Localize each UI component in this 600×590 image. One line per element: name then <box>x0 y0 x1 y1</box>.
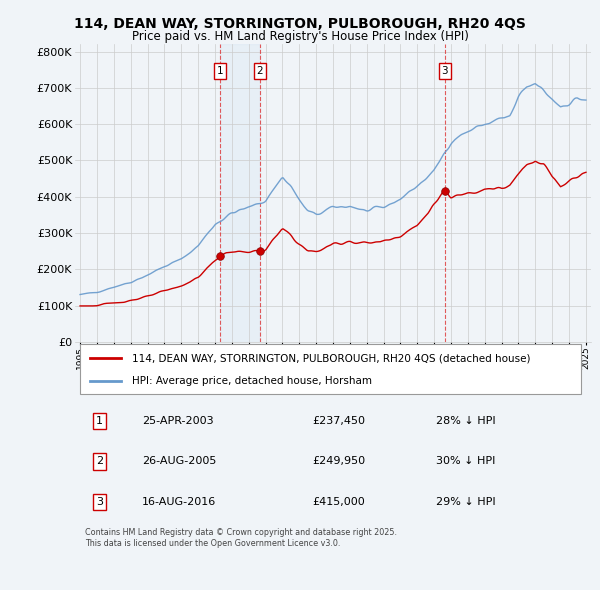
Text: 114, DEAN WAY, STORRINGTON, PULBOROUGH, RH20 4QS: 114, DEAN WAY, STORRINGTON, PULBOROUGH, … <box>74 17 526 31</box>
Text: 28% ↓ HPI: 28% ↓ HPI <box>436 416 496 426</box>
Text: 30% ↓ HPI: 30% ↓ HPI <box>436 457 496 467</box>
Text: 1: 1 <box>217 66 224 76</box>
Bar <box>220 44 260 342</box>
Text: 26-AUG-2005: 26-AUG-2005 <box>142 457 217 467</box>
Text: £237,450: £237,450 <box>313 416 365 426</box>
Text: 16-AUG-2016: 16-AUG-2016 <box>142 497 217 507</box>
Text: 3: 3 <box>96 497 103 507</box>
Text: 25-APR-2003: 25-APR-2003 <box>142 416 214 426</box>
Text: 1: 1 <box>96 416 103 426</box>
Text: £249,950: £249,950 <box>313 457 365 467</box>
Text: 2: 2 <box>256 66 263 76</box>
Text: 29% ↓ HPI: 29% ↓ HPI <box>436 497 496 507</box>
Text: Contains HM Land Registry data © Crown copyright and database right 2025.
This d: Contains HM Land Registry data © Crown c… <box>85 529 397 548</box>
FancyBboxPatch shape <box>80 344 581 394</box>
Text: 3: 3 <box>442 66 448 76</box>
Text: HPI: Average price, detached house, Horsham: HPI: Average price, detached house, Hors… <box>132 376 372 386</box>
Text: £415,000: £415,000 <box>313 497 365 507</box>
Text: 114, DEAN WAY, STORRINGTON, PULBOROUGH, RH20 4QS (detached house): 114, DEAN WAY, STORRINGTON, PULBOROUGH, … <box>132 353 530 363</box>
Text: Price paid vs. HM Land Registry's House Price Index (HPI): Price paid vs. HM Land Registry's House … <box>131 30 469 43</box>
Text: 2: 2 <box>95 457 103 467</box>
